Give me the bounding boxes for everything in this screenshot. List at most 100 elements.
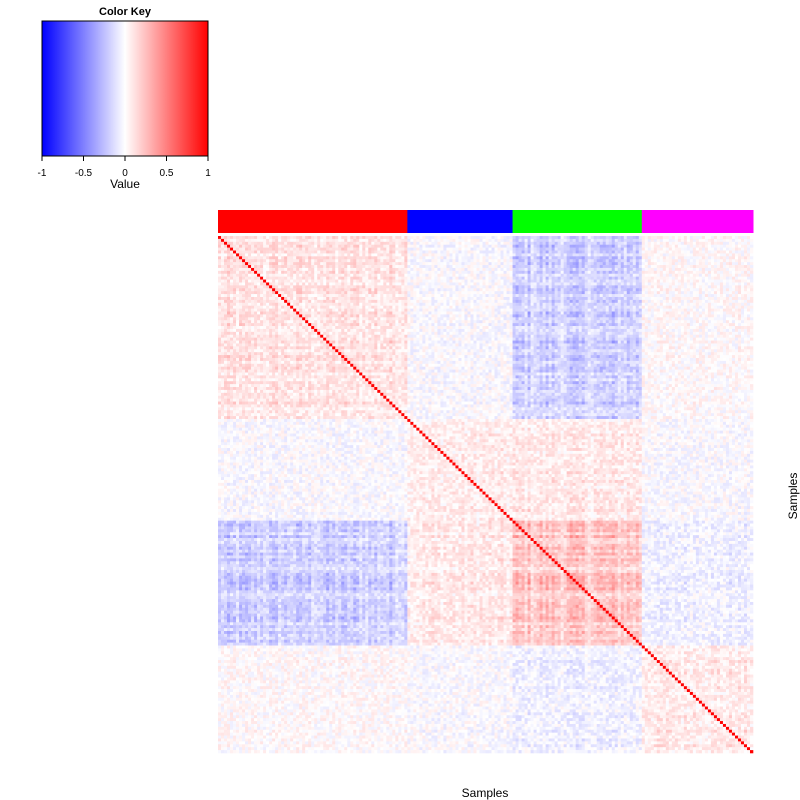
heatmap-cell <box>242 239 245 242</box>
heatmap-cell <box>741 236 744 239</box>
heatmap-cell <box>522 248 525 251</box>
heatmap-cell <box>470 248 473 251</box>
heatmap-cell <box>621 236 624 239</box>
heatmap-cell <box>612 236 615 239</box>
heatmap-cell <box>356 253 359 256</box>
heatmap-cell <box>287 236 290 239</box>
heatmap-cell <box>624 236 627 239</box>
heatmap-cell <box>434 245 437 248</box>
heatmap-cell <box>365 242 368 245</box>
heatmap-cell <box>549 248 552 251</box>
heatmap-cell <box>630 245 633 248</box>
heatmap-cell <box>534 253 537 256</box>
heatmap-cell <box>660 236 663 239</box>
heatmap-cell <box>735 239 738 242</box>
heatmap-cell <box>582 239 585 242</box>
heatmap-cell <box>606 253 609 256</box>
heatmap-cell <box>278 242 281 245</box>
heatmap-cell <box>455 239 458 242</box>
heatmap-cell <box>603 242 606 245</box>
heatmap-cell <box>597 251 600 254</box>
heatmap-cell <box>302 242 305 245</box>
heatmap-cell <box>260 253 263 256</box>
heatmap-cell <box>588 245 591 248</box>
heatmap-cell <box>443 248 446 251</box>
heatmap-cell <box>221 245 224 248</box>
heatmap-cell <box>588 248 591 251</box>
heatmap-cell <box>242 253 245 256</box>
heatmap-cell <box>371 248 374 251</box>
heatmap-cell <box>368 239 371 242</box>
heatmap-cell <box>507 239 510 242</box>
heatmap-cell <box>458 253 461 256</box>
heatmap-cell <box>236 248 239 251</box>
heatmap-cell <box>269 251 272 254</box>
heatmap-cell <box>410 245 413 248</box>
heatmap-cell <box>458 239 461 242</box>
heatmap-cell <box>732 248 735 251</box>
heatmap-cell <box>458 251 461 254</box>
heatmap-cell <box>281 236 284 239</box>
heatmap-cell <box>555 248 558 251</box>
group-bar-segment <box>642 210 754 233</box>
heatmap-cell <box>386 248 389 251</box>
heatmap-cell <box>350 245 353 248</box>
heatmap-cell <box>690 251 693 254</box>
heatmap-cell <box>693 245 696 248</box>
heatmap-cell <box>347 236 350 239</box>
heatmap-cell <box>702 236 705 239</box>
heatmap-cell <box>708 239 711 242</box>
heatmap-cell <box>576 251 579 254</box>
heatmap-cell <box>531 251 534 254</box>
heatmap-cell <box>546 242 549 245</box>
heatmap-cell <box>413 248 416 251</box>
heatmap-cell <box>452 242 455 245</box>
heatmap-cell <box>320 242 323 245</box>
heatmap-cell <box>347 253 350 256</box>
heatmap-cell <box>630 253 633 256</box>
heatmap-cell <box>531 239 534 242</box>
heatmap-cell <box>281 245 284 248</box>
heatmap-cell <box>248 245 251 248</box>
heatmap-cell <box>470 253 473 256</box>
heatmap-cell <box>383 248 386 251</box>
heatmap-cell <box>356 248 359 251</box>
heatmap-cell <box>618 236 621 239</box>
heatmap-cell <box>717 236 720 239</box>
heatmap-cell <box>672 236 675 239</box>
heatmap-cell <box>699 248 702 251</box>
heatmap-cell <box>573 242 576 245</box>
heatmap-cell <box>567 248 570 251</box>
heatmap-cell <box>639 248 642 251</box>
heatmap-cell <box>735 236 738 239</box>
heatmap-cell <box>380 253 383 256</box>
heatmap-cell <box>606 245 609 248</box>
heatmap-cell <box>663 242 666 245</box>
heatmap-cell <box>443 251 446 254</box>
heatmap-cell <box>320 239 323 242</box>
heatmap-cell <box>627 242 630 245</box>
heatmap-cell <box>705 245 708 248</box>
heatmap-cell <box>699 245 702 248</box>
heatmap-cell <box>461 251 464 254</box>
heatmap-cell <box>254 248 257 251</box>
heatmap-cell <box>392 248 395 251</box>
heatmap-cell <box>323 236 326 239</box>
heatmap-cell <box>278 253 281 256</box>
heatmap-cell <box>750 236 753 239</box>
heatmap-cell <box>434 251 437 254</box>
heatmap-cell <box>416 253 419 256</box>
heatmap-cell <box>720 236 723 239</box>
heatmap-cell <box>633 253 636 256</box>
heatmap-cell <box>729 248 732 251</box>
heatmap-cell <box>708 248 711 251</box>
heatmap-cell <box>699 251 702 254</box>
heatmap-cell <box>221 242 224 245</box>
heatmap-cell <box>624 239 627 242</box>
heatmap-cell <box>717 248 720 251</box>
heatmap-cell <box>329 248 332 251</box>
heatmap-cell <box>344 236 347 239</box>
heatmap-cell <box>233 242 236 245</box>
heatmap-cell <box>470 239 473 242</box>
heatmap-cell <box>603 253 606 256</box>
